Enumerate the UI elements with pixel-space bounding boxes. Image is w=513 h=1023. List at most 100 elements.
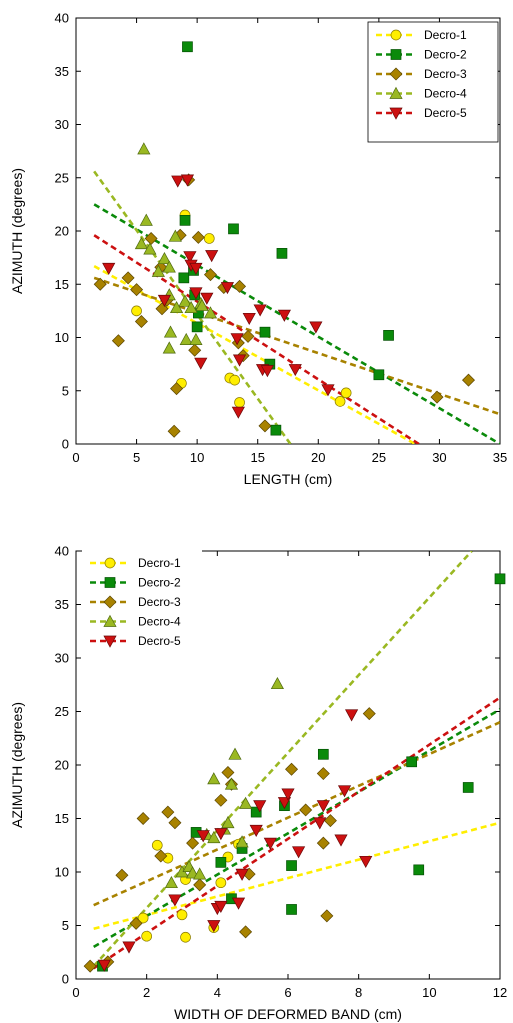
data-point [170, 382, 184, 396]
data-point [260, 365, 274, 378]
legend-marker [389, 107, 403, 120]
legend-label: Decro-3 [138, 595, 181, 609]
data-point [162, 341, 176, 354]
data-point [286, 904, 297, 915]
data-point [131, 305, 142, 317]
x-tick-label: 15 [250, 450, 264, 465]
data-point [188, 343, 202, 357]
data-point [221, 816, 235, 829]
data-point [193, 878, 207, 892]
data-point [228, 223, 239, 235]
data-point [241, 329, 255, 343]
data-point [203, 306, 218, 319]
y-tick-label: 0 [62, 437, 69, 452]
data-point [203, 268, 217, 282]
data-point [316, 767, 330, 781]
data-point [276, 248, 288, 259]
data-point [186, 836, 200, 850]
data-point [178, 294, 192, 307]
x-tick-label: 10 [190, 450, 204, 465]
legend: Decro-1 Decro-2 Decro-3 Decro-4 Decro-5 [82, 550, 202, 670]
data-point [207, 920, 221, 933]
y-tick-label: 20 [55, 224, 69, 239]
data-point [161, 805, 175, 819]
data-point [193, 867, 207, 880]
legend-marker [103, 614, 117, 627]
data-point [413, 864, 425, 876]
data-point [270, 676, 284, 690]
data-point [141, 930, 153, 942]
data-point [277, 309, 291, 322]
y-tick-label: 40 [55, 544, 69, 559]
data-point [215, 857, 227, 868]
data-point [220, 282, 235, 295]
data-point [137, 912, 149, 924]
legend-label: Decro-1 [424, 28, 467, 42]
data-point [340, 387, 352, 399]
data-point [321, 384, 335, 397]
data-point [214, 828, 228, 841]
data-point [180, 174, 195, 187]
y-tick-label: 10 [55, 865, 69, 880]
trend-line-decro-4 [92, 551, 473, 968]
data-point [196, 830, 210, 843]
data-point [242, 312, 256, 326]
trend-lines [92, 551, 500, 970]
trend-lines [93, 170, 500, 444]
data-point [130, 283, 144, 297]
data-point [167, 424, 181, 438]
legend-marker [103, 635, 117, 648]
x-axis-label: WIDTH OF DEFORMED BAND (cm) [174, 1006, 402, 1022]
data-point [430, 390, 444, 404]
chart-1: 0 5 10 15 20 25 30 35 0 5 10 15 20 25 30 35 40 LENGTH (cm… [9, 11, 507, 488]
trend-line-decro-5 [93, 234, 420, 444]
data-point [191, 321, 203, 333]
data-point [207, 831, 221, 844]
data-point [270, 424, 282, 436]
data-point [323, 814, 337, 828]
x-tick-label: 5 [133, 450, 140, 465]
data-point [345, 709, 359, 722]
data-point [157, 294, 172, 307]
data-point [139, 213, 153, 226]
x-tick-label: 8 [355, 985, 362, 1000]
data-point [233, 279, 247, 293]
data-point [163, 325, 178, 338]
data-point [157, 251, 172, 265]
data-point [277, 797, 292, 810]
x-tick-label: 12 [493, 985, 507, 1000]
series-decro-4 [164, 676, 284, 889]
legend-marker [104, 557, 116, 569]
y-tick-label: 0 [62, 972, 69, 987]
legend-marker [103, 595, 117, 609]
x-tick-label: 6 [284, 985, 291, 1000]
data-point [258, 419, 272, 433]
data-point [235, 835, 249, 848]
data-point [224, 777, 239, 790]
data-point [214, 900, 228, 913]
data-point [285, 762, 299, 776]
data-point [184, 300, 198, 314]
data-point [494, 573, 506, 585]
y-tick-label: 25 [55, 170, 69, 185]
data-point [189, 332, 203, 345]
chart-2: 0 2 4 6 8 10 12 0 5 10 15 20 25 30 35 40 WIDTH OF DEFORM… [9, 544, 507, 1023]
series-decro-4 [134, 142, 218, 354]
data-point [215, 877, 227, 889]
data-point [239, 796, 253, 809]
x-tick-label: 2 [143, 985, 150, 1000]
legend-marker [390, 49, 402, 60]
y-tick-label: 35 [55, 64, 69, 79]
data-point [234, 397, 245, 408]
legend-marker [104, 577, 116, 588]
x-tick-label: 30 [432, 450, 446, 465]
legend-marker [389, 67, 403, 81]
x-tick-label: 35 [493, 450, 507, 465]
x-tick-label: 0 [72, 450, 79, 465]
data-point [121, 271, 135, 285]
y-tick-label: 5 [62, 918, 69, 933]
y-tick-label: 15 [55, 277, 69, 292]
data-point [235, 868, 249, 881]
data-point [221, 765, 235, 779]
data-point [200, 292, 214, 305]
